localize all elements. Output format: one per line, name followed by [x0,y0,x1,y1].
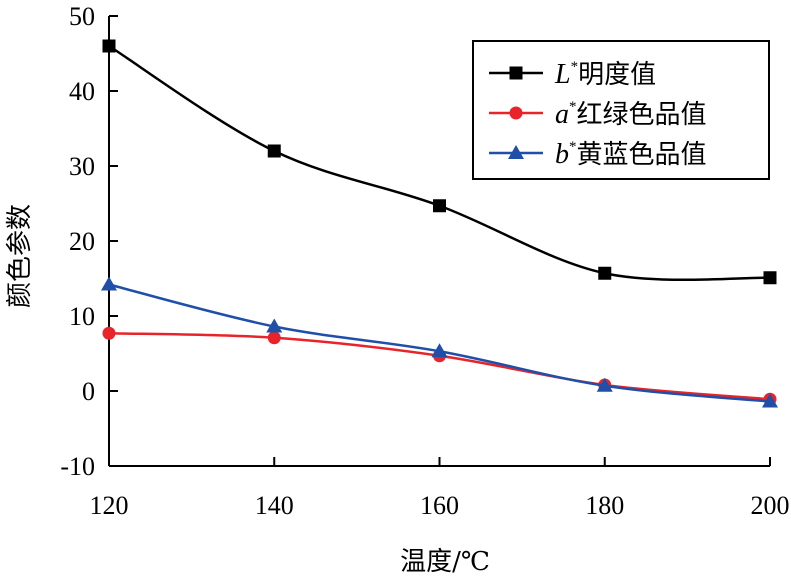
legend-text: 红绿色品值 [577,100,707,130]
series-b [101,276,778,408]
legend-item: b*黄蓝色品值 [489,139,707,170]
legend-item: L*明度值 [489,59,656,90]
legend-label: L*明度值 [554,59,656,90]
legend-text: 黄蓝色品值 [577,140,707,170]
y-tick-label: 30 [69,152,95,181]
data-point [763,271,777,285]
y-tick-label: 50 [69,2,95,31]
x-tick-label: 200 [751,491,790,520]
data-point [102,39,116,53]
data-point [101,276,117,291]
y-tick-label: 40 [69,77,95,106]
data-point [102,326,116,340]
legend-variable: a [555,99,569,130]
series-line [108,332,771,401]
data-point [433,199,446,213]
data-point [267,331,281,345]
legend-variable: L [554,59,571,90]
x-tick-label: 160 [420,491,459,520]
series-layer [101,39,778,408]
y-ticks: -10 0 10 20 30 40 50 [60,2,118,481]
legend-text: 明度值 [578,60,656,90]
data-point [598,266,612,280]
x-tick-label: 140 [255,491,294,520]
y-tick-label: -10 [60,452,95,481]
data-point [762,393,778,408]
legend-box [472,40,770,180]
x-tick-label: 120 [90,491,129,520]
legend-superscript: * [571,59,579,75]
legend-marker [508,145,524,159]
data-point [431,343,448,358]
legend-item: a*红绿色品值 [489,99,707,130]
y-tick-label: 20 [69,227,95,256]
legend-label: b*黄蓝色品值 [555,139,707,170]
legend-superscript: * [569,139,577,155]
y-axis-title: 颜色参数 [5,204,35,308]
y-tick-label: 10 [69,302,95,331]
legend-marker [509,66,523,80]
x-axis-title: 温度/℃ [400,547,490,577]
y-tick-label: 0 [82,377,95,406]
series-L [102,39,777,285]
legend-marker [509,106,523,120]
legend-superscript: * [569,99,577,115]
series-line [108,283,771,403]
data-point [266,318,283,333]
data-point [267,144,281,158]
x-ticks: 120 140 160 180 200 [90,457,790,520]
x-tick-label: 180 [585,491,624,520]
legend-variable: b [555,139,569,170]
legend-label: a*红绿色品值 [555,99,707,130]
data-point [596,377,613,392]
